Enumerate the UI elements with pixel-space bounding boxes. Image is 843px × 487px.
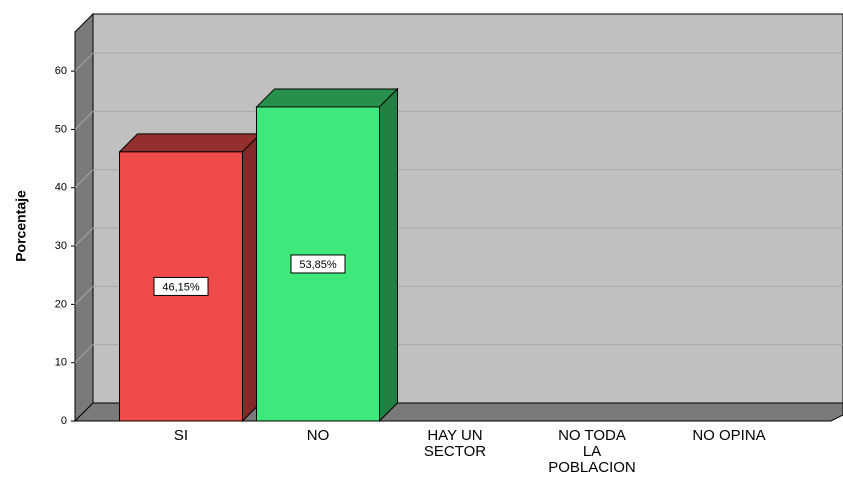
- x-tick-label: NO OPINA: [692, 427, 766, 444]
- value-label: 46,15%: [162, 281, 200, 293]
- bar-top: [255, 88, 399, 108]
- x-tick-label: SI: [173, 427, 189, 444]
- grid-line: [74, 344, 94, 364]
- y-tick-label: 20: [55, 298, 67, 310]
- bar-top: [118, 133, 262, 153]
- grid-line: [74, 111, 94, 130]
- y-tick-label: 40: [55, 182, 67, 194]
- value-label: 53,85%: [299, 259, 337, 271]
- grid-line: [74, 169, 94, 189]
- grid-line: [74, 286, 94, 305]
- value-label-box: [290, 254, 346, 274]
- grid-line: [74, 227, 94, 247]
- x-tick-label: NO: [306, 427, 330, 444]
- grid-line: [74, 52, 94, 72]
- x-tick-label: HAY UN SECTOR: [423, 427, 487, 460]
- x-tick-label: NO TODA LA POBLACION: [548, 427, 636, 476]
- y-axis-label: Porcentaje: [13, 190, 29, 262]
- bar-side: [379, 87, 398, 423]
- y-tick-label: 10: [55, 357, 67, 369]
- y-tick-label: 0: [61, 415, 67, 427]
- value-label-box: [153, 276, 209, 296]
- y-tick-label: 30: [55, 240, 67, 252]
- y-tick-label: 50: [55, 123, 67, 135]
- y-tick-label: 60: [55, 65, 67, 77]
